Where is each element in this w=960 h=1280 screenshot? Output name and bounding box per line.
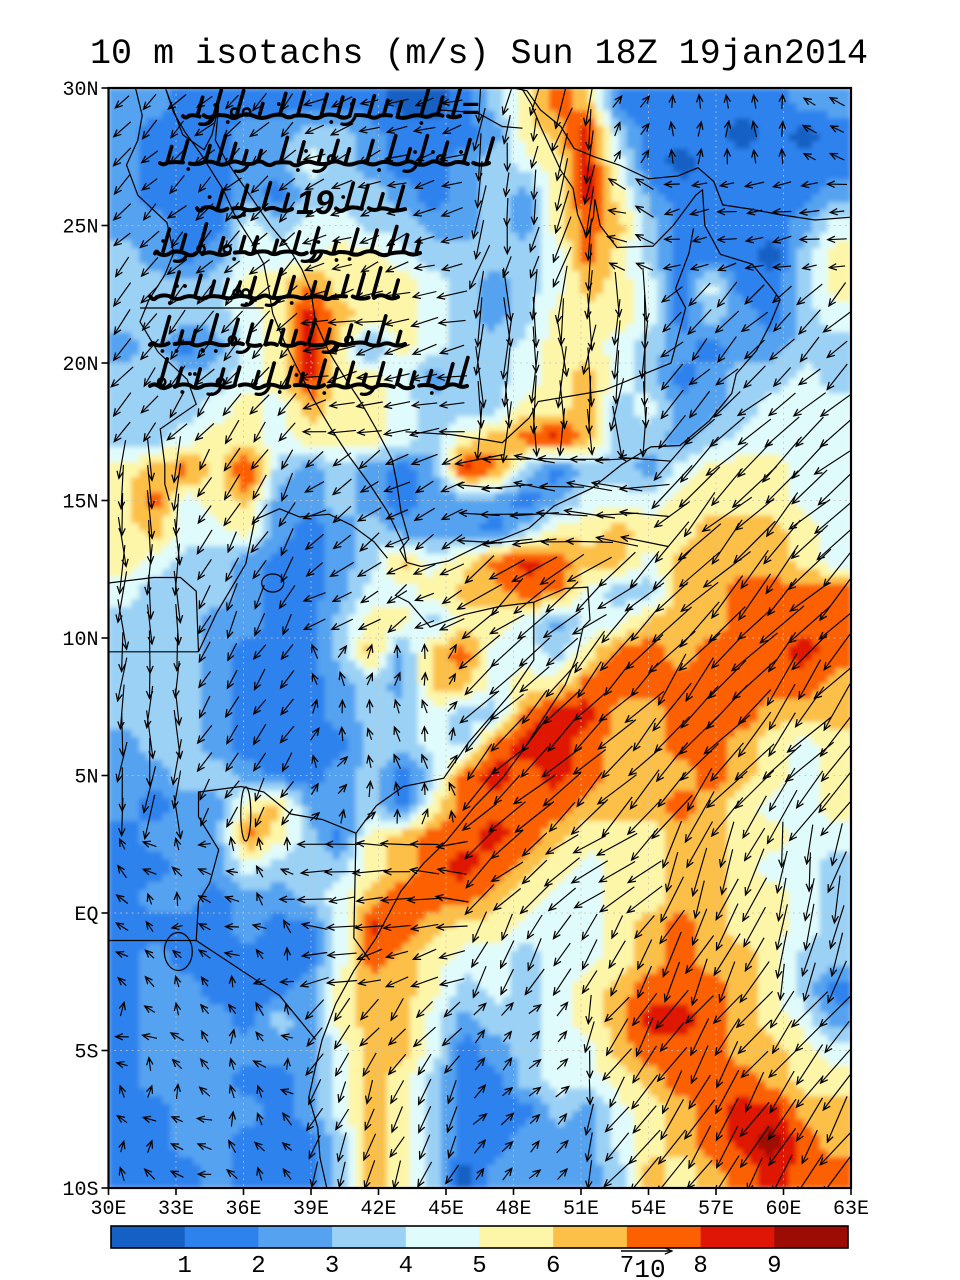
svg-text:=: = [462, 92, 480, 125]
svg-text:10 m isotachs (m/s) Sun 18Z 19: 10 m isotachs (m/s) Sun 18Z 19jan2014 [90, 34, 868, 74]
svg-text:54E: 54E [630, 1198, 666, 1221]
svg-text:5: 5 [472, 1253, 486, 1280]
svg-text:30N: 30N [62, 79, 98, 102]
svg-text:8: 8 [693, 1253, 707, 1280]
svg-text:57E: 57E [698, 1198, 734, 1221]
svg-text:30E: 30E [90, 1198, 126, 1221]
svg-text:42E: 42E [360, 1198, 396, 1221]
svg-text:5S: 5S [74, 1042, 98, 1065]
svg-text:20N: 20N [62, 354, 98, 377]
svg-text:51E: 51E [563, 1198, 599, 1221]
svg-text:4: 4 [399, 1253, 413, 1280]
svg-text:6: 6 [546, 1253, 560, 1280]
svg-text:60E: 60E [765, 1198, 801, 1221]
svg-text:33E: 33E [158, 1198, 194, 1221]
svg-text:36E: 36E [225, 1198, 261, 1221]
svg-text:63E: 63E [833, 1198, 869, 1221]
svg-text:1: 1 [177, 1253, 191, 1280]
svg-text:3: 3 [325, 1253, 339, 1280]
svg-text:25N: 25N [62, 217, 98, 240]
svg-text:10N: 10N [62, 629, 98, 652]
svg-text:39E: 39E [293, 1198, 329, 1221]
svg-text:15N: 15N [62, 492, 98, 515]
svg-text:EQ: EQ [74, 904, 98, 927]
svg-text:2: 2 [251, 1253, 265, 1280]
svg-text:48E: 48E [495, 1198, 531, 1221]
svg-text:19: 19 [296, 184, 334, 222]
svg-text:9: 9 [767, 1253, 781, 1280]
svg-text:7: 7 [620, 1253, 634, 1280]
svg-text:10: 10 [634, 1255, 665, 1280]
svg-text:45E: 45E [428, 1198, 464, 1221]
svg-text:5N: 5N [74, 767, 98, 790]
